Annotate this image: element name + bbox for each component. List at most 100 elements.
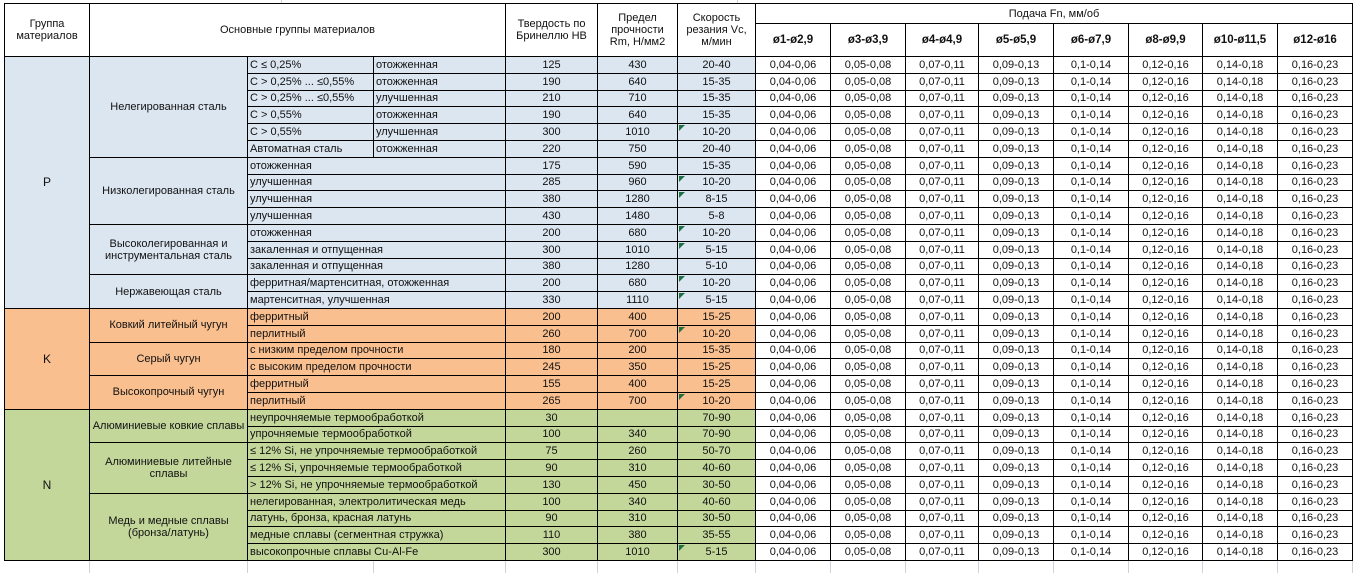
feed-value-cell: 0,04-0,06 xyxy=(755,341,831,360)
feed-value-cell: 0,14-0,18 xyxy=(1202,459,1278,477)
feed-value-cell: 0,14-0,18 xyxy=(1202,509,1278,528)
feed-value-cell: 0,16-0,23 xyxy=(1276,543,1354,561)
table-row: с высоким пределом прочности 245 350 15-25 0… xyxy=(5,358,1354,377)
strength-cell: 310 xyxy=(597,459,678,477)
material-desc-cell: ферритный xyxy=(247,375,506,393)
feed-value-cell: 0,14-0,18 xyxy=(1202,56,1278,74)
feed-value-cell: 0,09-0,13 xyxy=(978,459,1054,477)
feed-value-cell: 0,16-0,23 xyxy=(1276,173,1354,192)
gridline-stub xyxy=(978,561,979,573)
feed-value-cell: 0,12-0,16 xyxy=(1128,375,1203,393)
cutting-speed-cell: 10-20 xyxy=(677,391,756,410)
group-letter-cell: P xyxy=(4,56,90,309)
strength-cell: 700 xyxy=(597,324,678,343)
feed-value-cell: 0,12-0,16 xyxy=(1128,106,1203,125)
feed-value-cell: 0,14-0,18 xyxy=(1202,341,1278,360)
hardness-cell: 430 xyxy=(505,207,598,225)
material-desc-cell: высокопрочные сплавы Cu-Al-Fe xyxy=(247,543,506,561)
feed-value-cell: 0,04-0,06 xyxy=(755,274,831,293)
feed-value-cell: 0,14-0,18 xyxy=(1202,307,1278,326)
error-flag-icon xyxy=(679,293,685,300)
cutting-speed-cell: 15-25 xyxy=(677,358,756,377)
feed-value-cell: 0,16-0,23 xyxy=(1276,341,1354,360)
table-row: высокопрочные сплавы Cu-Al-Fe 300 1010 5-15… xyxy=(5,543,1354,561)
hardness-cell: 180 xyxy=(505,341,598,360)
table-row: перлитный 265 700 10-20 0,04-0,06 0,05-0,08 0,… xyxy=(5,391,1354,410)
feed-value-cell: 0,16-0,23 xyxy=(1276,492,1354,511)
feed-value-cell: 0,12-0,16 xyxy=(1128,190,1203,209)
feed-value-cell: 0,14-0,18 xyxy=(1202,358,1278,377)
feed-value-cell: 0,07-0,11 xyxy=(905,526,979,545)
feed-value-cell: 0,09-0,13 xyxy=(978,257,1054,276)
feed-value-cell: 0,12-0,16 xyxy=(1128,358,1203,377)
cutting-speed-cell: 5-15 xyxy=(677,543,756,561)
material-condition-cell: отожженная xyxy=(373,106,506,125)
cutting-speed-cell: 20-40 xyxy=(677,56,756,74)
feed-value-cell: 0,04-0,06 xyxy=(755,257,831,276)
feed-value-cell: 0,05-0,08 xyxy=(830,240,906,259)
feed-value-cell: 0,04-0,06 xyxy=(755,442,831,461)
error-flag-icon xyxy=(679,276,685,283)
feed-value-cell: 0,1-0,14 xyxy=(1053,442,1129,461)
strength-cell: 1010 xyxy=(597,240,678,259)
feed-value-cell: 0,07-0,11 xyxy=(905,139,979,158)
table-row: перлитный 260 700 10-20 0,04-0,06 0,05-0,08 0,… xyxy=(5,324,1354,343)
feed-value-cell: 0,16-0,23 xyxy=(1276,72,1354,91)
feed-value-cell: 0,04-0,06 xyxy=(755,358,831,377)
feed-value-cell: 0,07-0,11 xyxy=(905,425,979,444)
feed-value-cell: 0,07-0,11 xyxy=(905,56,979,74)
material-desc-cell: с высоким пределом прочности xyxy=(247,358,506,377)
feed-value-cell: 0,14-0,18 xyxy=(1202,123,1278,141)
feed-value-cell: 0,14-0,18 xyxy=(1202,526,1278,545)
feed-value-cell: 0,1-0,14 xyxy=(1053,324,1129,343)
material-composition-cell: C > 0,55% xyxy=(247,123,374,141)
feed-value-cell: 0,04-0,06 xyxy=(755,72,831,91)
feed-value-cell: 0,1-0,14 xyxy=(1053,358,1129,377)
feed-value-cell: 0,07-0,11 xyxy=(905,190,979,209)
strength-cell: 350 xyxy=(597,358,678,377)
feed-value-cell: 0,1-0,14 xyxy=(1053,240,1129,259)
hardness-cell: 285 xyxy=(505,173,598,192)
error-flag-icon xyxy=(679,242,685,249)
feed-value-cell: 0,14-0,18 xyxy=(1202,72,1278,91)
header-feed-diameter-2: ø4-ø4,9 xyxy=(905,23,979,57)
header-feed-diameter-0: ø1-ø2,9 xyxy=(755,23,831,57)
material-desc-cell: перлитный xyxy=(247,391,506,410)
cutting-speed-cell: 10-20 xyxy=(677,173,756,192)
feed-value-cell: 0,14-0,18 xyxy=(1202,391,1278,410)
feed-value-cell: 0,1-0,14 xyxy=(1053,223,1129,242)
feed-value-cell: 0,12-0,16 xyxy=(1128,341,1203,360)
feed-value-cell: 0,05-0,08 xyxy=(830,123,906,141)
feed-value-cell: 0,04-0,06 xyxy=(755,89,831,108)
gridline-stub xyxy=(1128,561,1129,573)
feed-value-cell: 0,04-0,06 xyxy=(755,391,831,410)
feed-value-cell: 0,07-0,11 xyxy=(905,475,979,494)
feed-value-cell: 0,04-0,06 xyxy=(755,106,831,125)
feed-value-cell: 0,09-0,13 xyxy=(978,391,1054,410)
cutting-speed-cell: 5-8 xyxy=(677,207,756,225)
table-row: улучшенная 380 1280 8-15 0,04-0,06 0,05-0,08 0… xyxy=(5,190,1354,209)
feed-value-cell: 0,16-0,23 xyxy=(1276,207,1354,225)
feed-value-cell: 0,04-0,06 xyxy=(755,475,831,494)
feed-value-cell: 0,04-0,06 xyxy=(755,123,831,141)
table-row: Высокопрочный чугун ферритный 155 400 15-25 0… xyxy=(5,375,1354,410)
feed-value-cell: 0,14-0,18 xyxy=(1202,106,1278,125)
feed-value-cell: 0,14-0,18 xyxy=(1202,274,1278,293)
feed-value-cell: 0,14-0,18 xyxy=(1202,173,1278,192)
cutting-speed-cell: 5-10 xyxy=(677,257,756,276)
feed-value-cell: 0,07-0,11 xyxy=(905,173,979,192)
header-cutting-speed: Скорость резания Vc, м/мин xyxy=(677,3,756,57)
feed-value-cell: 0,14-0,18 xyxy=(1202,240,1278,259)
feed-value-cell: 0,09-0,13 xyxy=(978,375,1054,393)
table-row: мартенситная, улучшенная 330 1110 5-15 0,04-… xyxy=(5,291,1354,309)
material-desc-cell: отожженная xyxy=(247,156,506,175)
error-flag-icon xyxy=(679,225,685,232)
feed-value-cell: 0,1-0,14 xyxy=(1053,291,1129,309)
gridline-stub xyxy=(597,561,598,573)
section-name-cell: Низколегированная сталь xyxy=(89,156,248,225)
feed-value-cell: 0,16-0,23 xyxy=(1276,257,1354,276)
section-name-cell: Ковкий литейный чугун xyxy=(89,307,248,343)
cutting-speed-cell: 50-70 xyxy=(677,442,756,461)
feed-value-cell: 0,14-0,18 xyxy=(1202,492,1278,511)
